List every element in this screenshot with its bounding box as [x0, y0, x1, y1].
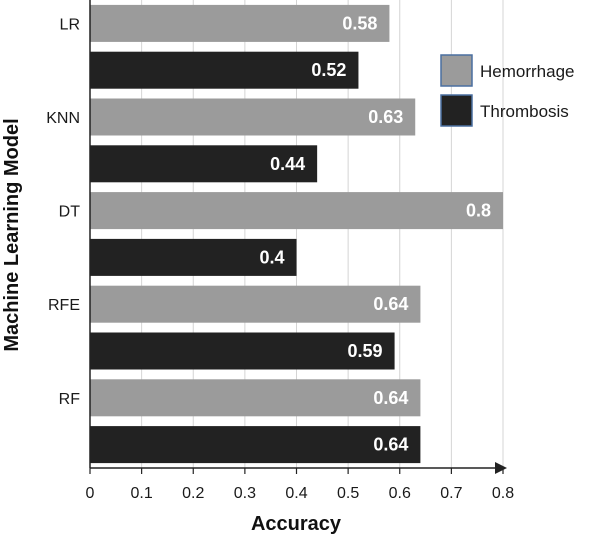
- bar-hemorrhage-rfe: [90, 285, 421, 323]
- category-label: LR: [60, 16, 80, 33]
- data-label: 0.4: [259, 247, 284, 267]
- data-label: 0.63: [368, 107, 403, 127]
- data-label: 0.44: [270, 154, 305, 174]
- bar-hemorrhage-lr: [90, 4, 390, 42]
- x-axis-arrowhead: [495, 462, 507, 474]
- data-label: 0.58: [342, 13, 377, 33]
- bars: 0.58 0.52 0.63 0.44 0.8 0.4 0.64 0.59 0.64 0.64: [90, 4, 503, 464]
- legend-swatch-thrombosis: [440, 94, 473, 127]
- bar-hemorrhage-rf: [90, 379, 421, 417]
- category-label: DT: [59, 204, 81, 221]
- data-label: 0.64: [373, 294, 408, 314]
- legend-label-hemorrhage: Hemorrhage: [480, 62, 575, 81]
- x-ticks: 0 0.1 0.2 0.3 0.4 0.5 0.6 0.7 0.8: [86, 468, 514, 502]
- y-axis-title: Machine Learning Model: [1, 118, 23, 351]
- x-axis-title: Accuracy: [251, 513, 342, 535]
- bar-thrombosis-rfe: [90, 332, 395, 370]
- x-tick-label: 0.5: [337, 485, 359, 502]
- x-tick-label: 0.2: [182, 485, 204, 502]
- x-tick-label: 0.3: [234, 485, 256, 502]
- x-tick-label: 0.7: [440, 485, 462, 502]
- legend-label-thrombosis: Thrombosis: [480, 102, 569, 121]
- category-labels: LR KNN DT RFE RF: [46, 16, 80, 407]
- data-label: 0.52: [311, 60, 346, 80]
- bar-thrombosis-lr: [90, 51, 359, 89]
- x-tick-label: 0: [86, 485, 95, 502]
- axes: [89, 0, 507, 474]
- data-label: 0.8: [466, 201, 491, 221]
- category-label: KNN: [46, 110, 80, 127]
- legend: Hemorrhage Thrombosis: [440, 54, 575, 127]
- data-label: 0.59: [348, 341, 383, 361]
- bar-hemorrhage-knn: [90, 98, 416, 136]
- data-label: 0.64: [373, 388, 408, 408]
- category-label: RF: [59, 391, 81, 408]
- data-label: 0.64: [373, 435, 408, 455]
- legend-swatch-hemorrhage: [440, 54, 473, 87]
- x-tick-label: 0.4: [285, 485, 307, 502]
- bar-thrombosis-rf: [90, 426, 421, 464]
- category-label: RFE: [48, 297, 80, 314]
- bar-hemorrhage-dt: [90, 192, 503, 230]
- x-tick-label: 0.8: [492, 485, 514, 502]
- bar-thrombosis-knn: [90, 145, 318, 183]
- x-tick-label: 0.1: [131, 485, 153, 502]
- x-tick-label: 0.6: [389, 485, 411, 502]
- bar-thrombosis-dt: [90, 238, 297, 276]
